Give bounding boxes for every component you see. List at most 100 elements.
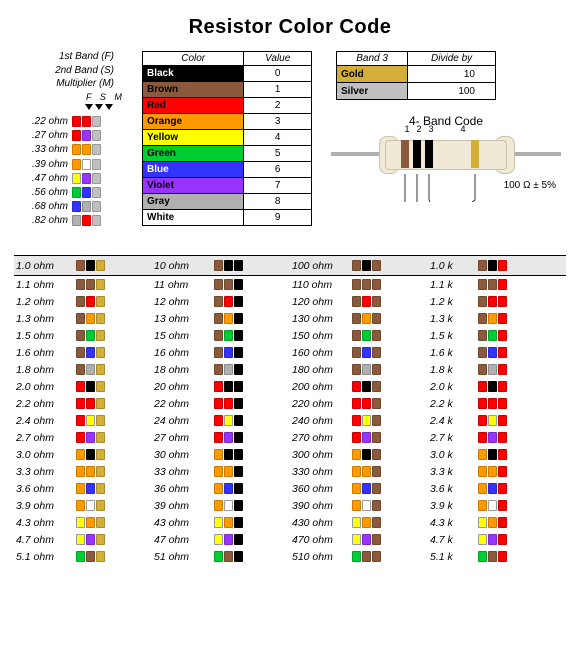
resistor-row: 1.1 k: [428, 276, 566, 293]
grid-column: 110 ohm 120 ohm 130 ohm 150 ohm 160 ohm …: [290, 276, 428, 565]
resistor-label: 16 ohm: [154, 347, 212, 359]
resistor-bands: [214, 381, 243, 392]
resistor-row: 240 ohm: [290, 412, 428, 429]
color-cell: Green: [143, 146, 244, 162]
resistor-label: 2.7 k: [430, 432, 476, 444]
color-cell: Gray: [143, 194, 244, 210]
value-cell: 3: [244, 114, 312, 130]
resistor-row: 270 ohm: [290, 429, 428, 446]
resistor-bands: [214, 260, 243, 271]
resistor-bands: [76, 347, 105, 358]
resistor-bands: [76, 398, 105, 409]
small-resistor-row: .68 ohm: [14, 200, 134, 214]
resistor-row: 2.7 ohm: [14, 429, 152, 446]
value-cell: 1: [244, 82, 312, 98]
small-resistor-row: .56 ohm: [14, 185, 134, 199]
b3-header-div: Divide by: [408, 52, 496, 66]
resistor-row: 510 ohm: [290, 548, 428, 565]
small-resistor-bands: [72, 144, 101, 155]
color-cell: Orange: [143, 114, 244, 130]
resistor-row: 3.9 k: [428, 497, 566, 514]
resistor-bands: [214, 551, 243, 562]
resistor-row: 110 ohm: [290, 276, 428, 293]
legend-line1: 1st Band (F): [14, 51, 134, 63]
value-cell: 0: [244, 66, 312, 82]
resistor-label: 1.0 ohm: [16, 260, 74, 272]
resistor-label: 130 ohm: [292, 313, 350, 325]
resistor-label: 2.0 k: [430, 381, 476, 393]
resistor-label: 300 ohm: [292, 449, 350, 461]
small-resistor-label: .82 ohm: [14, 215, 68, 226]
resistor-label: 30 ohm: [154, 449, 212, 461]
small-resistor-label: .39 ohm: [14, 159, 68, 170]
resistor-row: 2.7 k: [428, 429, 566, 446]
resistor-row: 13 ohm: [152, 310, 290, 327]
resistor-label: 1.6 k: [430, 347, 476, 359]
resistor-label: 2.0 ohm: [16, 381, 74, 393]
resistor-label: 3.9 k: [430, 500, 476, 512]
resistor-row: 1.3 k: [428, 310, 566, 327]
color-cell: Blue: [143, 162, 244, 178]
resistor-row: 1.5 k: [428, 327, 566, 344]
resistor-bands: [76, 500, 105, 511]
resistor-bands: [478, 483, 507, 494]
resistor-label: 1.8 k: [430, 364, 476, 376]
resistor-bands: [478, 534, 507, 545]
resistor-row: 3.3 ohm: [14, 463, 152, 480]
resistor-row: 3.9 ohm: [14, 497, 152, 514]
color-cell: Yellow: [143, 130, 244, 146]
resistor-label: 43 ohm: [154, 517, 212, 529]
value-cell: 4: [244, 130, 312, 146]
resistor-row: 1.6 k: [428, 344, 566, 361]
resistor-bands: [478, 296, 507, 307]
resistor-bands: [214, 279, 243, 290]
b3-value-cell: 10: [408, 66, 496, 83]
resistor-bands: [352, 260, 381, 271]
small-resistor-label: .33 ohm: [14, 144, 68, 155]
small-resistor-bands: [72, 215, 101, 226]
resistor-diagram: 1234: [331, 134, 561, 174]
resistor-row: 330 ohm: [290, 463, 428, 480]
value-cell: 6: [244, 162, 312, 178]
resistor-row: 360 ohm: [290, 480, 428, 497]
small-resistor-bands: [72, 173, 101, 184]
small-resistor-row: .47 ohm: [14, 171, 134, 185]
resistor-bands: [76, 449, 105, 460]
resistor-bands: [478, 517, 507, 528]
resistor-label: 22 ohm: [154, 398, 212, 410]
resistor-label: 20 ohm: [154, 381, 212, 393]
example-value: 100 Ω ± 5%: [326, 180, 556, 191]
resistor-bands: [352, 415, 381, 426]
resistor-label: 330 ohm: [292, 466, 350, 478]
resistor-label: 18 ohm: [154, 364, 212, 376]
small-resistor-bands: [72, 201, 101, 212]
resistor-label: 1.8 ohm: [16, 364, 74, 376]
resistor-bands: [76, 483, 105, 494]
resistor-bands: [352, 483, 381, 494]
resistor-row: 47 ohm: [152, 531, 290, 548]
resistor-label: 3.0 k: [430, 449, 476, 461]
resistor-row: 39 ohm: [152, 497, 290, 514]
resistor-label: 15 ohm: [154, 330, 212, 342]
small-resistor-row: .27 ohm: [14, 129, 134, 143]
resistor-row: 130 ohm: [290, 310, 428, 327]
resistor-label: 1.2 k: [430, 296, 476, 308]
resistor-row: 4.7 ohm: [14, 531, 152, 548]
resistor-bands: [76, 296, 105, 307]
resistor-bands: [478, 415, 507, 426]
resistor-label: 47 ohm: [154, 534, 212, 546]
resistor-label: 3.0 ohm: [16, 449, 74, 461]
color-cell: Black: [143, 66, 244, 82]
resistor-row: 4.3 k: [428, 514, 566, 531]
resistor-label: 3.6 ohm: [16, 483, 74, 495]
resistor-bands: [76, 279, 105, 290]
resistor-bands: [76, 534, 105, 545]
resistor-label: 180 ohm: [292, 364, 350, 376]
resistor-label: 1.5 k: [430, 330, 476, 342]
resistor-bands: [478, 449, 507, 460]
highlight-row: 1.0 ohm 10 ohm 100 ohm 1.0 k: [14, 255, 566, 276]
resistor-row: 3.3 k: [428, 463, 566, 480]
resistor-label: 36 ohm: [154, 483, 212, 495]
resistor-label: 3.6 k: [430, 483, 476, 495]
color-value-table: Color Value Black 0Brown 1Red 2Orange 3Y…: [142, 51, 312, 253]
